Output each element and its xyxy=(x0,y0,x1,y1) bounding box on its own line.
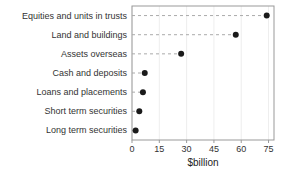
x-tick-label: 0 xyxy=(129,144,134,154)
y-tick-label: Cash and deposits xyxy=(52,68,127,78)
x-tick xyxy=(241,140,242,143)
x-axis: 0 15 30 45 60 75 xyxy=(129,140,273,154)
dot xyxy=(136,108,142,114)
x-tick xyxy=(132,140,133,143)
y-tick-label: Assets overseas xyxy=(61,49,128,59)
x-tick-label: 15 xyxy=(154,144,164,154)
grid-line xyxy=(241,6,242,140)
x-tick-label: 75 xyxy=(264,144,274,154)
dot xyxy=(233,32,239,38)
x-tick xyxy=(159,140,160,143)
grid-line xyxy=(186,6,187,140)
y-tick-label: Long term securities xyxy=(46,125,128,135)
y-tick-label: Loans and placements xyxy=(36,87,127,97)
dot xyxy=(133,127,139,133)
y-tick-label: Land and buildings xyxy=(51,30,127,40)
chart: 0 15 30 45 60 75 $billion Equities and units in… xyxy=(0,0,283,170)
grid-line xyxy=(159,6,160,140)
x-tick xyxy=(268,140,269,143)
marks xyxy=(132,13,270,134)
grid xyxy=(132,6,269,140)
dot xyxy=(178,51,184,57)
y-tick-label: Equities and units in trusts xyxy=(22,11,128,21)
x-tick-label: 60 xyxy=(236,144,246,154)
x-tick-label: 30 xyxy=(182,144,192,154)
x-axis-label: $billion xyxy=(187,157,218,168)
dot xyxy=(142,70,148,76)
dot xyxy=(264,13,270,19)
stem xyxy=(132,15,267,16)
stem xyxy=(132,53,181,54)
grid-line xyxy=(268,6,269,140)
x-tick-label: 45 xyxy=(209,144,219,154)
dot xyxy=(140,89,146,95)
stem xyxy=(132,34,236,35)
grid-line xyxy=(213,6,214,140)
y-axis: Equities and units in trusts Land and bui… xyxy=(22,11,128,136)
chart-container: 0 15 30 45 60 75 $billion Equities and units in… xyxy=(0,0,283,170)
x-tick xyxy=(213,140,214,143)
plot-frame xyxy=(132,6,274,140)
y-tick-label: Short term securities xyxy=(44,106,127,116)
x-tick xyxy=(186,140,187,143)
